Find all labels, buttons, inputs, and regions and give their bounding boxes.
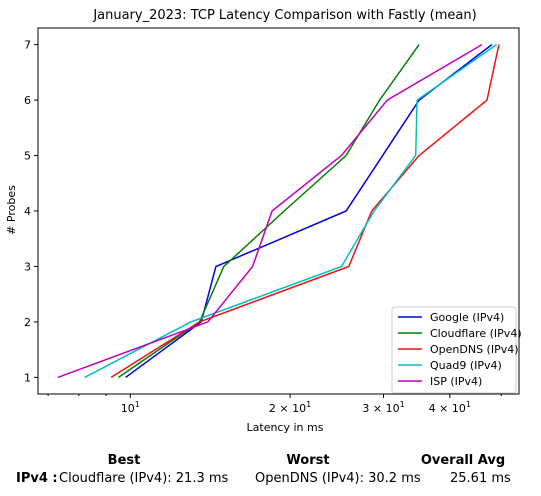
protocol-label: IPv4 : bbox=[16, 471, 58, 486]
y-tick-label: 2 bbox=[24, 316, 31, 329]
legend-label: Cloudflare (IPv4) bbox=[430, 327, 522, 340]
y-axis: 1 2 3 4 5 6 7 bbox=[24, 39, 38, 385]
legend-label: OpenDNS (IPv4) bbox=[430, 343, 519, 356]
worst-header: Worst bbox=[258, 453, 358, 468]
y-tick-label: 6 bbox=[24, 94, 31, 107]
x-tick-label: 101 bbox=[121, 400, 140, 415]
legend-label: ISP (IPv4) bbox=[430, 375, 482, 388]
best-value: Cloudflare (IPv4): 21.3 ms bbox=[59, 471, 228, 486]
y-axis-label: # Probes bbox=[5, 185, 18, 235]
x-tick-label: 3 × 101 bbox=[362, 400, 404, 415]
x-tick-label: 4 × 101 bbox=[429, 400, 471, 415]
y-tick-label: 1 bbox=[24, 371, 31, 384]
x-tick-label: 2 × 101 bbox=[269, 400, 311, 415]
y-tick-label: 5 bbox=[24, 150, 31, 163]
worst-value: OpenDNS (IPv4): 30.2 ms bbox=[255, 471, 421, 486]
legend-label: Quad9 (IPv4) bbox=[430, 359, 502, 372]
x-axis: 101 2 × 101 3 × 101 4 × 101 bbox=[48, 394, 501, 415]
overall-avg-header: Overall Avg bbox=[403, 453, 523, 468]
summary-panel: Best Worst Overall Avg IPv4 : Cloudflare… bbox=[0, 448, 541, 496]
y-tick-label: 7 bbox=[24, 39, 31, 52]
best-header: Best bbox=[74, 453, 174, 468]
overall-avg-value: 25.61 ms bbox=[450, 471, 511, 486]
y-tick-label: 4 bbox=[24, 205, 31, 218]
latency-chart: January_2023: TCP Latency Comparison wit… bbox=[0, 0, 541, 448]
y-tick-label: 3 bbox=[24, 260, 31, 273]
legend: Google (IPv4) Cloudflare (IPv4) OpenDNS (I… bbox=[392, 307, 522, 393]
legend-label: Google (IPv4) bbox=[430, 311, 504, 324]
chart-title: January_2023: TCP Latency Comparison wit… bbox=[92, 8, 476, 23]
x-axis-label: Latency in ms bbox=[247, 421, 324, 434]
